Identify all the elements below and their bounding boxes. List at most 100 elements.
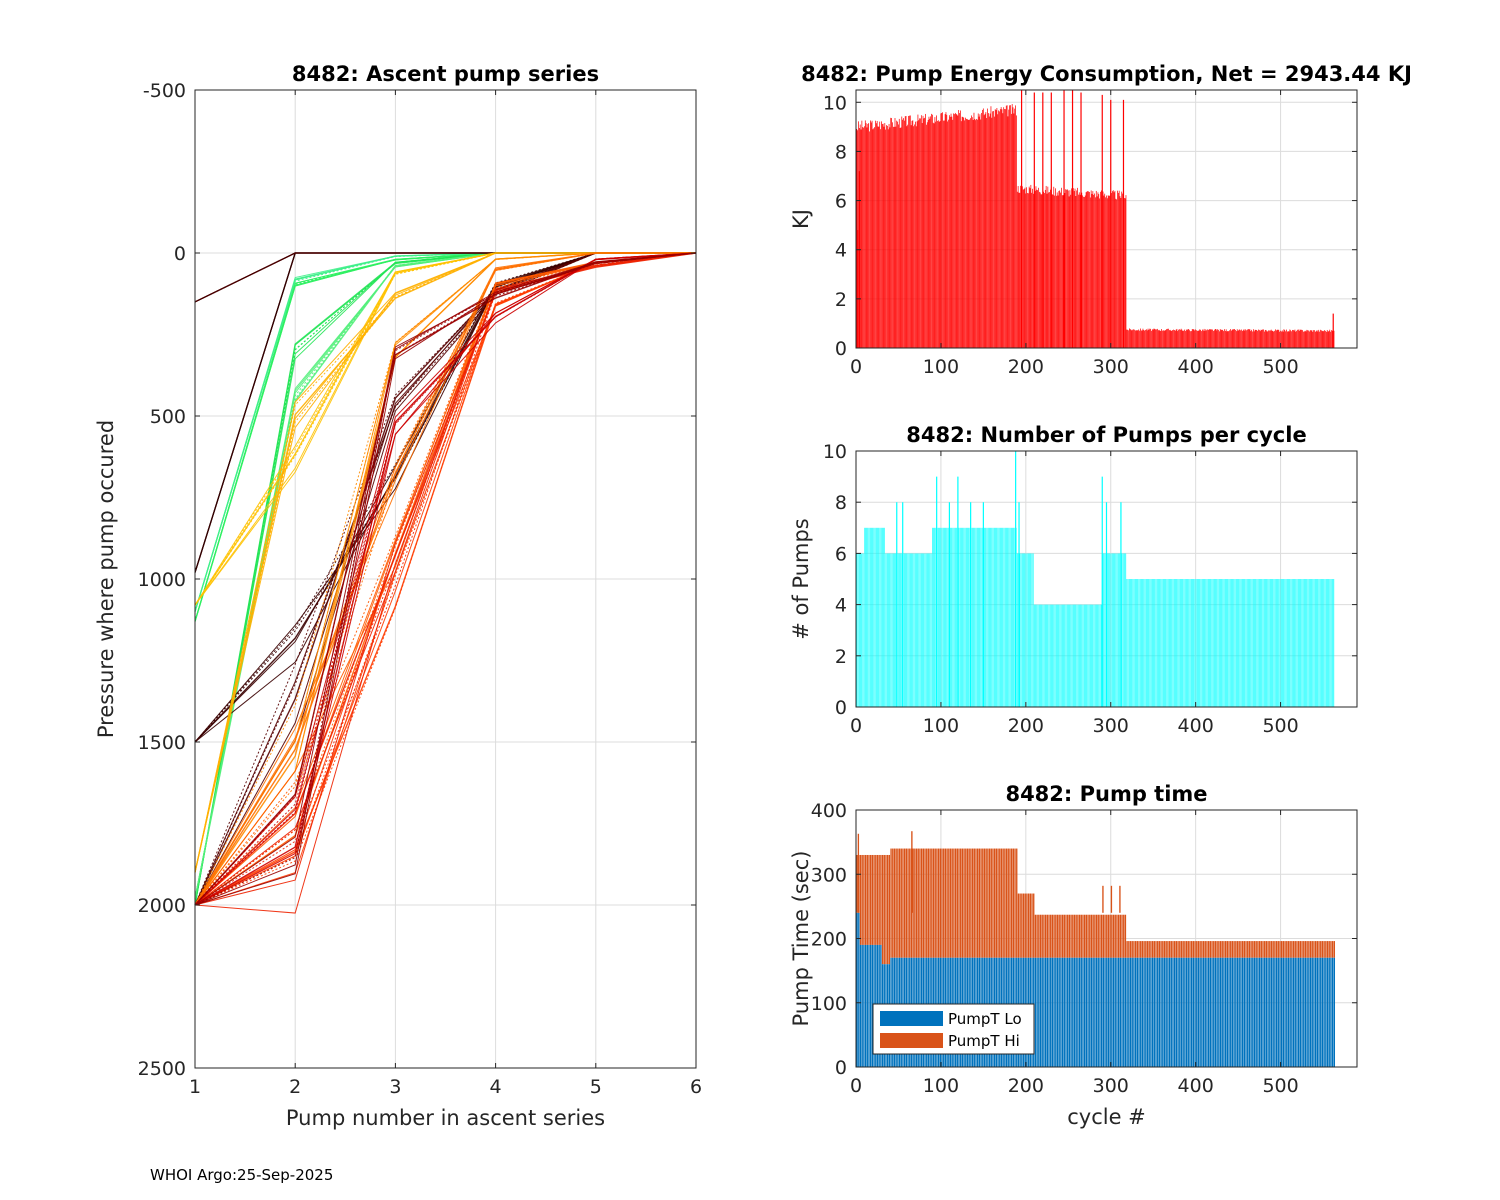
pumpt-hi-bar [1184, 941, 1186, 958]
pumps-bar [1011, 527, 1013, 707]
energy-bar [949, 116, 951, 349]
energy-bar [865, 123, 867, 349]
pumps-bar [933, 527, 935, 707]
energy-bar [1249, 329, 1251, 348]
pumpt-hi-bar [912, 848, 914, 958]
pumps-bar [1028, 553, 1030, 707]
pumps-bar [992, 527, 993, 707]
pumps-bar [1235, 579, 1236, 707]
chart-title: 8482: Pump time [1005, 782, 1207, 806]
energy-bar [1305, 331, 1307, 348]
energy-bar [1202, 329, 1203, 348]
pumps-bar [1117, 553, 1119, 707]
pumpt-lo-bar [1070, 957, 1072, 1067]
energy-bar [973, 112, 975, 348]
pumpt-hi-bar [881, 854, 884, 965]
pumps-bar [967, 527, 969, 707]
pumps-bar [979, 527, 981, 707]
pumpt-hi-bar [1089, 914, 1091, 958]
energy-bar [1269, 330, 1271, 348]
pumps-bar [984, 527, 986, 707]
pumpt-hi-bar [1080, 914, 1082, 958]
pumps-bar [899, 553, 901, 707]
pumps-bar [1258, 579, 1259, 707]
pumps-bar [1022, 553, 1023, 707]
pumpt-hi-bar [1250, 941, 1252, 958]
pumps-bar [1091, 604, 1093, 707]
pumpt-hi-bar [978, 848, 981, 958]
pumps-bar [1038, 604, 1040, 707]
pumpt-hi-bar [1036, 914, 1038, 958]
pumps-bar [956, 527, 958, 707]
energy-bar [1020, 185, 1022, 348]
energy-bar [932, 122, 934, 348]
footer-text: WHOI Argo:25-Sep-2025 [150, 1166, 334, 1184]
energy-bar [1193, 329, 1195, 348]
pumpt-hi-bar [1150, 941, 1152, 958]
pumpt-hi-bar [1034, 914, 1037, 958]
energy-bar [1217, 329, 1219, 348]
pumpt-hi-bar [863, 854, 865, 945]
pumps-bar [1309, 579, 1310, 707]
pumpt-hi-bar [937, 848, 940, 958]
pumps-bar [1099, 604, 1100, 707]
pumps-bar [947, 527, 948, 707]
pumps-bar [874, 527, 875, 707]
series-line-orange-c [194, 252, 697, 906]
energy-bar [948, 115, 950, 348]
energy-bar [1231, 329, 1233, 348]
pumps-bar [993, 527, 994, 707]
energy-bar [1198, 330, 1200, 348]
pumps-bar [917, 553, 919, 707]
energy-bar [1179, 329, 1181, 348]
pumps-bar [1270, 579, 1272, 707]
pumps-bar [1126, 579, 1127, 707]
pumpt-hi-bar [914, 848, 916, 958]
pumps-bar [1304, 579, 1306, 707]
pumps-bar [1123, 553, 1124, 707]
pumpt-lo-bar [1080, 957, 1082, 1067]
energy-bar [1213, 330, 1215, 348]
pumpt-hi-bar [1073, 914, 1076, 958]
pumps-bar [1132, 579, 1133, 707]
energy-bar [1143, 329, 1145, 348]
pumps-bar [1162, 579, 1163, 707]
pumps-bar [1242, 579, 1244, 707]
energy-bar [1182, 330, 1184, 348]
pumpt-hi-bar [1202, 941, 1205, 958]
pumps-bar [1230, 579, 1232, 707]
pumps-bar [1276, 579, 1278, 707]
energy-bar [1156, 329, 1157, 348]
pumps-bar [1129, 579, 1130, 707]
pumps-bar [1095, 604, 1096, 707]
pumps-bar [1303, 579, 1304, 707]
pumpt-hi-bar [1177, 941, 1179, 958]
pumpt-lo-bar [1304, 957, 1307, 1067]
pumps-bar [1267, 579, 1268, 707]
pumps-bar [1049, 604, 1050, 707]
energy-bar [885, 129, 887, 348]
pumpt-hi-bar [1102, 914, 1105, 958]
pumpt-hi-bar [1043, 914, 1045, 958]
pumps-bar [1269, 579, 1271, 707]
pumps-bar [1144, 579, 1145, 707]
pumpt-hi-bar [1172, 941, 1174, 958]
pumps-bar [894, 553, 896, 707]
pumpt-hi-bar [931, 848, 933, 958]
series-line-darkred-a [194, 252, 697, 906]
energy-bar [960, 110, 961, 348]
x-tick-label: 0 [850, 715, 862, 737]
pumpt-hi-bar [1303, 941, 1305, 958]
pumps-bar [1254, 579, 1256, 707]
energy-bar [1288, 331, 1290, 348]
pumps-bar [1197, 579, 1199, 707]
pumpt-hi-bar [1168, 941, 1171, 958]
pumps-bar [1279, 579, 1280, 707]
energy-bar [1041, 194, 1043, 348]
energy-bar [1202, 330, 1204, 348]
pumpt-hi-bar [876, 854, 879, 945]
pumps-bar [1274, 579, 1275, 707]
energy-bar [913, 126, 915, 348]
energy-bar [892, 122, 893, 348]
pumpt-lo-bar [1221, 957, 1223, 1067]
